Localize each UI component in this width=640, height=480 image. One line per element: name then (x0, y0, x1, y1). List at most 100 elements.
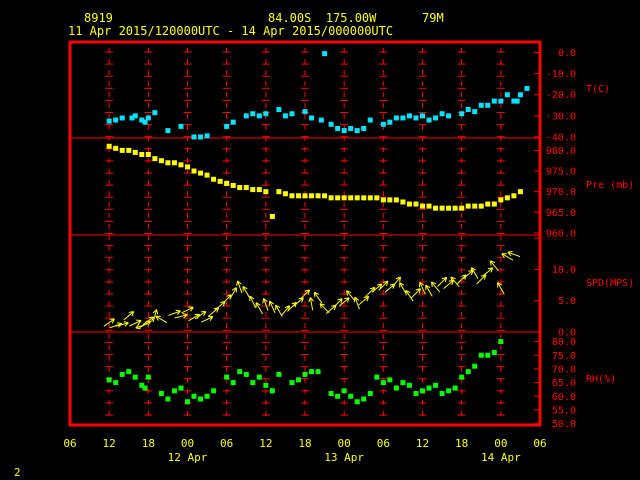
x-tick-label: 00 (181, 437, 194, 450)
pressure-point (256, 187, 262, 193)
wind-arrow (378, 280, 389, 291)
rh-point (243, 371, 249, 377)
temperature-point (393, 115, 399, 121)
rh-point (211, 388, 217, 394)
x-tick-label: 18 (142, 437, 155, 450)
wind-arrow (482, 267, 494, 277)
temperature-point (256, 113, 262, 119)
pressure-point (152, 156, 158, 162)
temperature-point (400, 115, 406, 121)
x-tick-label: 18 (455, 437, 468, 450)
wind-arrow (115, 321, 129, 327)
wind-arrow (425, 284, 433, 297)
rh-point (178, 385, 184, 391)
station-id: 8919 (84, 11, 113, 25)
pressure-point (119, 147, 125, 153)
rh-point (354, 399, 360, 405)
wind-arrow (268, 300, 276, 314)
rh-tick-label: 50.0 (552, 419, 576, 430)
pressure-point (380, 197, 386, 203)
rh-point (446, 388, 452, 394)
rh-point (426, 385, 432, 391)
temperature-point (132, 113, 138, 119)
pressure-point (328, 195, 334, 201)
rh-point (491, 350, 497, 356)
panels: 0.0 -10.0 -20.0 -30.0 -40.0 T(C) 980.0 975.0 970… (103, 48, 634, 430)
rh-point (145, 374, 151, 380)
pressure-panel: 980.0 975.0 970.0 965.0 960.0 Pre (mb) (106, 143, 634, 239)
pressure-point (282, 191, 288, 197)
wind-arrow (208, 307, 220, 317)
wind-arrow (332, 298, 343, 309)
pressure-point (132, 149, 138, 155)
temperature-point (472, 109, 478, 115)
x-tick-label: 12 (416, 437, 429, 450)
rh-point (171, 388, 177, 394)
temperature-point (309, 115, 315, 121)
temperature-point (145, 115, 151, 121)
wind-panel-label: SPD(MPS) (586, 278, 634, 289)
pressure-point (171, 160, 177, 166)
pressure-point (113, 145, 119, 151)
rh-tick-label: 60.0 (552, 392, 576, 403)
rh-point (433, 382, 439, 388)
temperature-point (380, 121, 386, 127)
rh-point (393, 385, 399, 391)
x-day-label: 12 Apr (168, 451, 208, 464)
temperature-point (243, 113, 249, 119)
pressure-tick-label: 970.0 (546, 187, 576, 198)
wind-arrow (501, 253, 514, 261)
temperature-point (420, 113, 425, 119)
pressure-point (361, 195, 367, 201)
temperature-point (439, 111, 445, 117)
pressure-point (191, 168, 197, 174)
wind-arrow (507, 250, 521, 258)
wind-arrow (236, 280, 243, 294)
rh-point (158, 391, 164, 397)
x-tick-label: 12 (103, 437, 116, 450)
pressure-point (406, 201, 412, 207)
x-tick-label: 06 (63, 437, 76, 450)
rh-point (139, 382, 145, 388)
wind-arrow (300, 289, 311, 300)
pressure-point (446, 205, 452, 211)
temperature-point (367, 117, 373, 123)
wind-tick-label: 10.0 (552, 265, 576, 276)
rh-point (269, 388, 275, 394)
pressure-point (374, 195, 380, 201)
rh-point (119, 371, 125, 377)
x-tick-label: 06 (220, 437, 233, 450)
temperature-point (465, 107, 471, 113)
rh-point (400, 380, 406, 386)
wind-arrow (346, 290, 356, 302)
temperature-point (517, 92, 523, 98)
pressure-point (237, 185, 243, 191)
temperature-point (106, 118, 112, 124)
rh-point (224, 374, 230, 380)
pressure-point (158, 158, 164, 164)
rh-tick-label: 75.0 (552, 351, 576, 362)
pressure-point (420, 203, 425, 209)
temperature-point (224, 123, 230, 129)
x-tick-label: 12 (259, 437, 272, 450)
rh-point (198, 396, 204, 402)
station-elevation: 79M (422, 11, 444, 25)
wind-arrow (470, 267, 479, 280)
wind-arrow (275, 304, 283, 317)
temperature-tick-label: -10.0 (546, 69, 576, 80)
temperature-point (119, 115, 125, 121)
wind-arrow (123, 311, 135, 321)
pressure-point (459, 205, 465, 211)
temperature-point (191, 134, 197, 140)
pressure-point (465, 203, 471, 209)
wind-arrow (437, 276, 448, 287)
temperature-point (514, 98, 520, 104)
pressure-point (322, 193, 328, 199)
wind-arrow (338, 297, 350, 307)
temperature-point (361, 126, 367, 132)
pressure-point (511, 193, 517, 199)
rh-point (315, 369, 321, 375)
x-day-label: 13 Apr (324, 451, 364, 464)
pressure-point (243, 185, 249, 191)
temperature-point (478, 102, 484, 108)
